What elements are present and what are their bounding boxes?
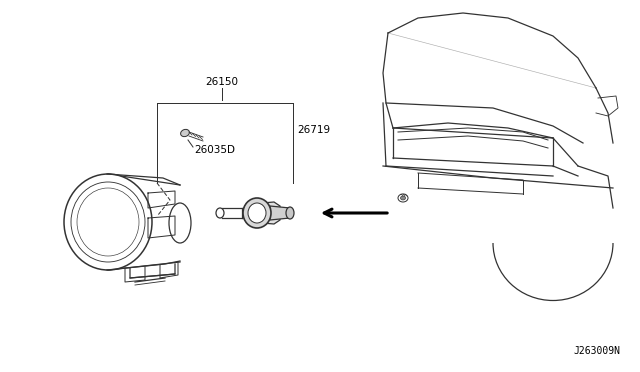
Ellipse shape (169, 203, 191, 243)
Ellipse shape (64, 174, 152, 270)
Text: 26150: 26150 (205, 77, 239, 87)
Ellipse shape (248, 203, 266, 223)
Polygon shape (270, 206, 290, 220)
Polygon shape (250, 202, 280, 224)
Text: 26035D: 26035D (194, 145, 235, 155)
Ellipse shape (216, 208, 224, 218)
Ellipse shape (243, 202, 261, 224)
Ellipse shape (401, 196, 406, 200)
Text: J263009N: J263009N (573, 346, 620, 356)
Text: 26719: 26719 (297, 125, 330, 135)
Ellipse shape (243, 198, 271, 228)
Ellipse shape (180, 129, 189, 137)
Ellipse shape (286, 207, 294, 219)
